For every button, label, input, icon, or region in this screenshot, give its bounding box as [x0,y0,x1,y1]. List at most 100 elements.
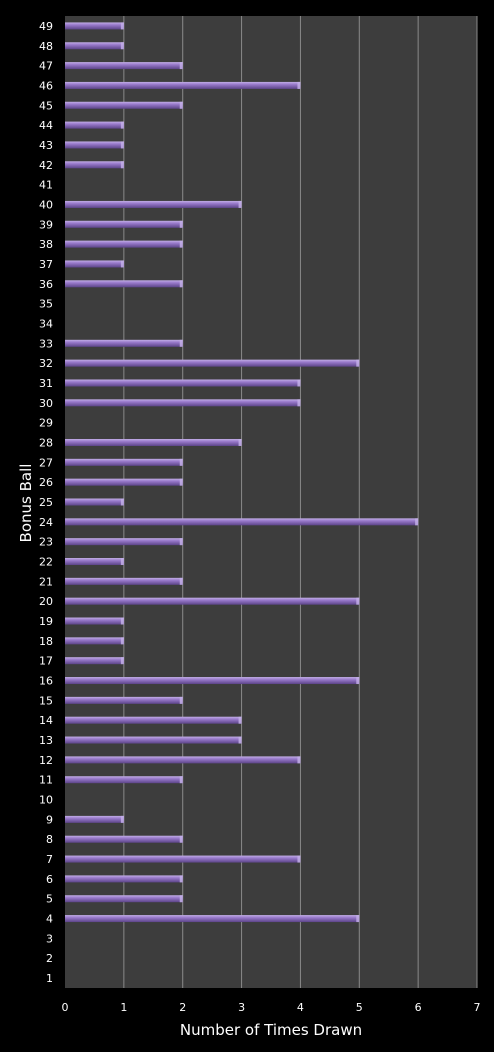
y-tick-label: 22 [39,556,53,569]
bar [65,577,183,585]
y-tick-label: 29 [39,417,53,430]
bar [65,438,242,446]
y-tick-label: 20 [39,595,53,608]
bar [65,815,124,823]
y-tick-label: 2 [46,952,53,965]
y-tick-label: 9 [46,813,53,826]
y-tick-label: 25 [39,496,53,509]
plot-area [65,16,477,988]
y-tick-label: 15 [39,694,53,707]
y-tick-label: 10 [39,794,53,807]
bar [65,399,301,407]
x-tick-labels: 0 1 2 3 4 5 6 7 [62,1001,481,1014]
bar [65,855,301,863]
bar [65,359,360,367]
bar [65,62,183,70]
bar [65,220,183,228]
bars [65,22,419,923]
bar [65,260,124,268]
x-tick-label: 5 [356,1001,363,1014]
y-axis-title: Bonus Ball [17,464,35,543]
bar [65,339,183,347]
y-tick-label: 36 [39,278,53,291]
bar [65,835,183,843]
y-tick-label: 28 [39,436,53,449]
x-tick-label: 7 [474,1001,481,1014]
y-tick-label: 16 [39,675,53,688]
y-tick-label: 4 [46,913,53,926]
bar [65,657,124,665]
bar [65,22,124,30]
y-tick-label: 49 [39,20,53,33]
y-tick-label: 46 [39,79,53,92]
y-tick-label: 12 [39,754,53,767]
y-tick-label: 34 [39,317,53,330]
bar [65,121,124,129]
y-tick-label: 32 [39,357,53,370]
y-tick-label: 14 [39,714,53,727]
bar [65,597,360,605]
y-tick-label: 39 [39,218,53,231]
y-tick-label: 19 [39,615,53,628]
bar [65,677,360,685]
y-tick-label: 7 [46,853,53,866]
bar [65,716,242,724]
y-tick-label: 27 [39,456,53,469]
y-tick-label: 24 [39,516,53,529]
y-tick-label: 13 [39,734,53,747]
bar [65,478,183,486]
bar [65,538,183,546]
y-tick-label: 18 [39,635,53,648]
bar [65,200,242,208]
y-tick-label: 42 [39,159,53,172]
bar [65,101,183,109]
bar [65,875,183,883]
y-tick-label: 31 [39,377,53,390]
y-tick-label: 45 [39,99,53,112]
y-tick-label: 8 [46,833,53,846]
x-axis-title: Number of Times Drawn [180,1021,362,1039]
y-tick-label: 17 [39,655,53,668]
bar [65,756,301,764]
y-tick-label: 30 [39,397,53,410]
bar [65,736,242,744]
bar [65,280,183,288]
bar [65,558,124,566]
y-tick-label: 44 [39,119,53,132]
y-tick-label: 26 [39,476,53,489]
x-tick-label: 1 [120,1001,127,1014]
y-tick-label: 1 [46,972,53,985]
y-tick-label: 48 [39,40,53,53]
bar [65,458,183,466]
gridlines [123,16,478,988]
x-tick-label: 3 [238,1001,245,1014]
bar [65,895,183,903]
y-tick-label: 43 [39,139,53,152]
bar [65,240,183,248]
bar [65,161,124,169]
bar [65,637,124,645]
bar [65,518,419,526]
y-tick-labels: 1234567891011121314151617181920212223242… [39,20,53,985]
y-tick-label: 23 [39,536,53,549]
bar [65,141,124,149]
bar [65,498,124,506]
x-tick-label: 6 [415,1001,422,1014]
bar [65,915,360,923]
y-tick-label: 41 [39,179,53,192]
y-tick-label: 6 [46,873,53,886]
y-tick-label: 38 [39,238,53,251]
x-tick-label: 4 [297,1001,304,1014]
y-tick-label: 40 [39,198,53,211]
bar [65,42,124,50]
x-tick-label: 0 [62,1001,69,1014]
bar [65,776,183,784]
y-tick-label: 11 [39,774,53,787]
bar [65,696,183,704]
x-tick-label: 2 [179,1001,186,1014]
y-tick-label: 37 [39,258,53,271]
y-tick-label: 47 [39,60,53,73]
y-tick-label: 33 [39,337,53,350]
bar [65,617,124,625]
y-tick-label: 35 [39,298,53,311]
